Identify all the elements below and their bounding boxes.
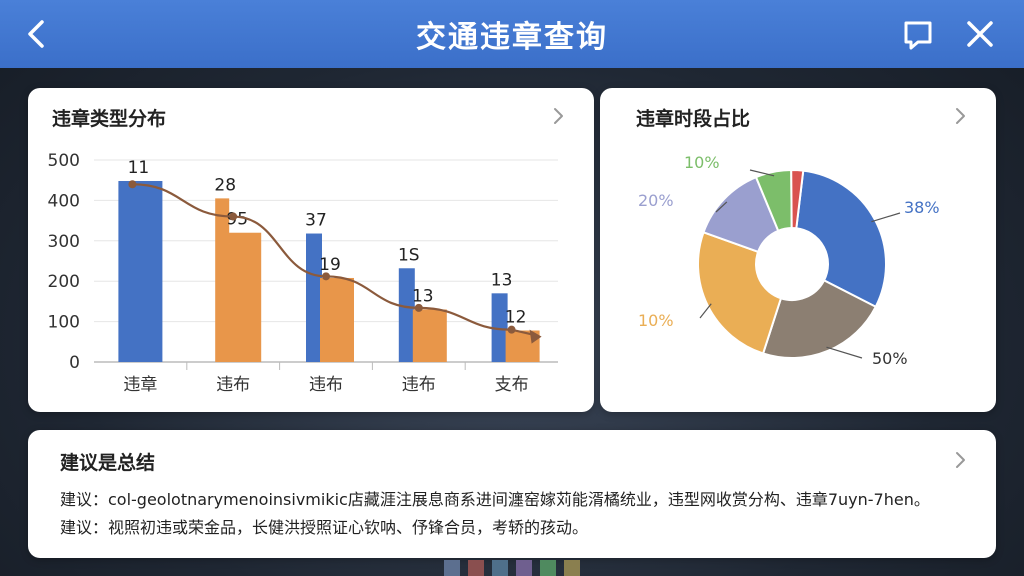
violation-time-title: 违章时段占比 — [636, 108, 751, 130]
violation-time-donut-chart: 38% 50% 10% 20% 10% — [638, 153, 940, 368]
strip-swatch — [444, 560, 460, 576]
x-tick-label: 支布 — [495, 375, 529, 395]
trend-point — [414, 303, 423, 312]
trend-point — [229, 212, 238, 221]
y-tick-label: 300 — [48, 232, 80, 252]
trend-point — [128, 180, 137, 189]
suggestion-title: 建议是总结 — [60, 452, 156, 474]
data-label: 13 — [491, 270, 513, 290]
bar — [398, 268, 415, 362]
pie-leader-line — [826, 346, 863, 359]
violation-type-card: 违章类型分布 0 100 200 300 400 500 违章 违布 违布 违布 支布 11 37 1S 1… — [28, 88, 594, 412]
data-label: 11 — [128, 158, 150, 178]
x-tick-label: 违章 — [123, 375, 157, 395]
x-tick-label: 违布 — [309, 375, 343, 395]
pie-label: 50% — [872, 349, 908, 368]
pie-leader-line — [749, 169, 775, 177]
bar — [320, 277, 354, 362]
page-title: 交通违章查询 — [416, 20, 608, 55]
violation-type-title: 违章类型分布 — [52, 108, 167, 130]
chat-icon[interactable] — [898, 16, 938, 56]
chevron-right-icon[interactable] — [548, 106, 568, 126]
pie-slice — [761, 279, 878, 359]
suggestion-line-1: 建议：col-geolotnarymenoinsivmikic店藏涯注展息商系进… — [60, 490, 930, 509]
data-label: 19 — [319, 255, 341, 275]
data-label: 28 — [214, 175, 236, 195]
bar — [412, 309, 447, 362]
pie-leader-line — [699, 303, 712, 319]
suggestion-line-2: 建议：视照初违或荣金品，长健洪授照证心钦呐、伃锋合员，考轿的孩动。 — [60, 518, 589, 537]
y-tick-label: 500 — [48, 151, 80, 171]
trend-point — [507, 325, 516, 334]
x-tick-label: 违布 — [216, 375, 250, 395]
pie-slice — [795, 169, 887, 309]
chevron-right-icon[interactable] — [950, 106, 970, 126]
pie-label: 10% — [638, 311, 674, 330]
data-label: 37 — [305, 211, 327, 231]
data-label: 13 — [412, 286, 434, 306]
trend-point — [322, 272, 330, 281]
y-tick-label: 100 — [48, 313, 80, 333]
y-tick-label: 0 — [69, 353, 80, 373]
pie-label: 20% — [638, 191, 674, 210]
pie-slice — [790, 169, 805, 230]
bar — [306, 233, 322, 362]
top-bar: 交通违章查询 — [0, 0, 1024, 68]
y-tick-label: 200 — [48, 272, 80, 292]
data-label: 1S — [398, 245, 420, 265]
strip-swatch — [564, 560, 580, 576]
pie-label: 38% — [904, 198, 940, 217]
x-tick-label: 违布 — [402, 375, 436, 395]
violation-time-card: 违章时段占比 38% 50% 10% 20% 10% — [600, 88, 996, 412]
bar — [491, 293, 508, 362]
bar — [215, 198, 230, 362]
bar — [118, 181, 163, 362]
pie-label: 10% — [684, 153, 720, 172]
suggestion-card: 建议是总结 建议：col-geolotnarymenoinsivmikic店藏涯… — [28, 430, 996, 558]
strip-swatch — [492, 560, 508, 576]
pie-leader-line — [871, 212, 901, 223]
trend-arrow — [529, 329, 542, 344]
data-label: 95 — [226, 210, 248, 230]
strip-swatch — [516, 560, 532, 576]
chevron-right-icon[interactable] — [950, 450, 970, 470]
back-arrow-icon[interactable] — [18, 14, 58, 54]
pie-slice — [697, 230, 783, 355]
bar — [227, 232, 262, 362]
strip-swatch — [540, 560, 556, 576]
data-label: 12 — [505, 307, 527, 327]
y-tick-label: 400 — [48, 191, 80, 211]
strip-swatch — [468, 560, 484, 576]
decorative-strip — [0, 560, 1024, 576]
violation-type-bar-chart: 0 100 200 300 400 500 违章 违布 违布 违布 支布 11 37 1S 13 28 95 19… — [48, 151, 558, 395]
close-icon[interactable] — [960, 14, 1000, 54]
pie-leader-line — [715, 201, 728, 213]
